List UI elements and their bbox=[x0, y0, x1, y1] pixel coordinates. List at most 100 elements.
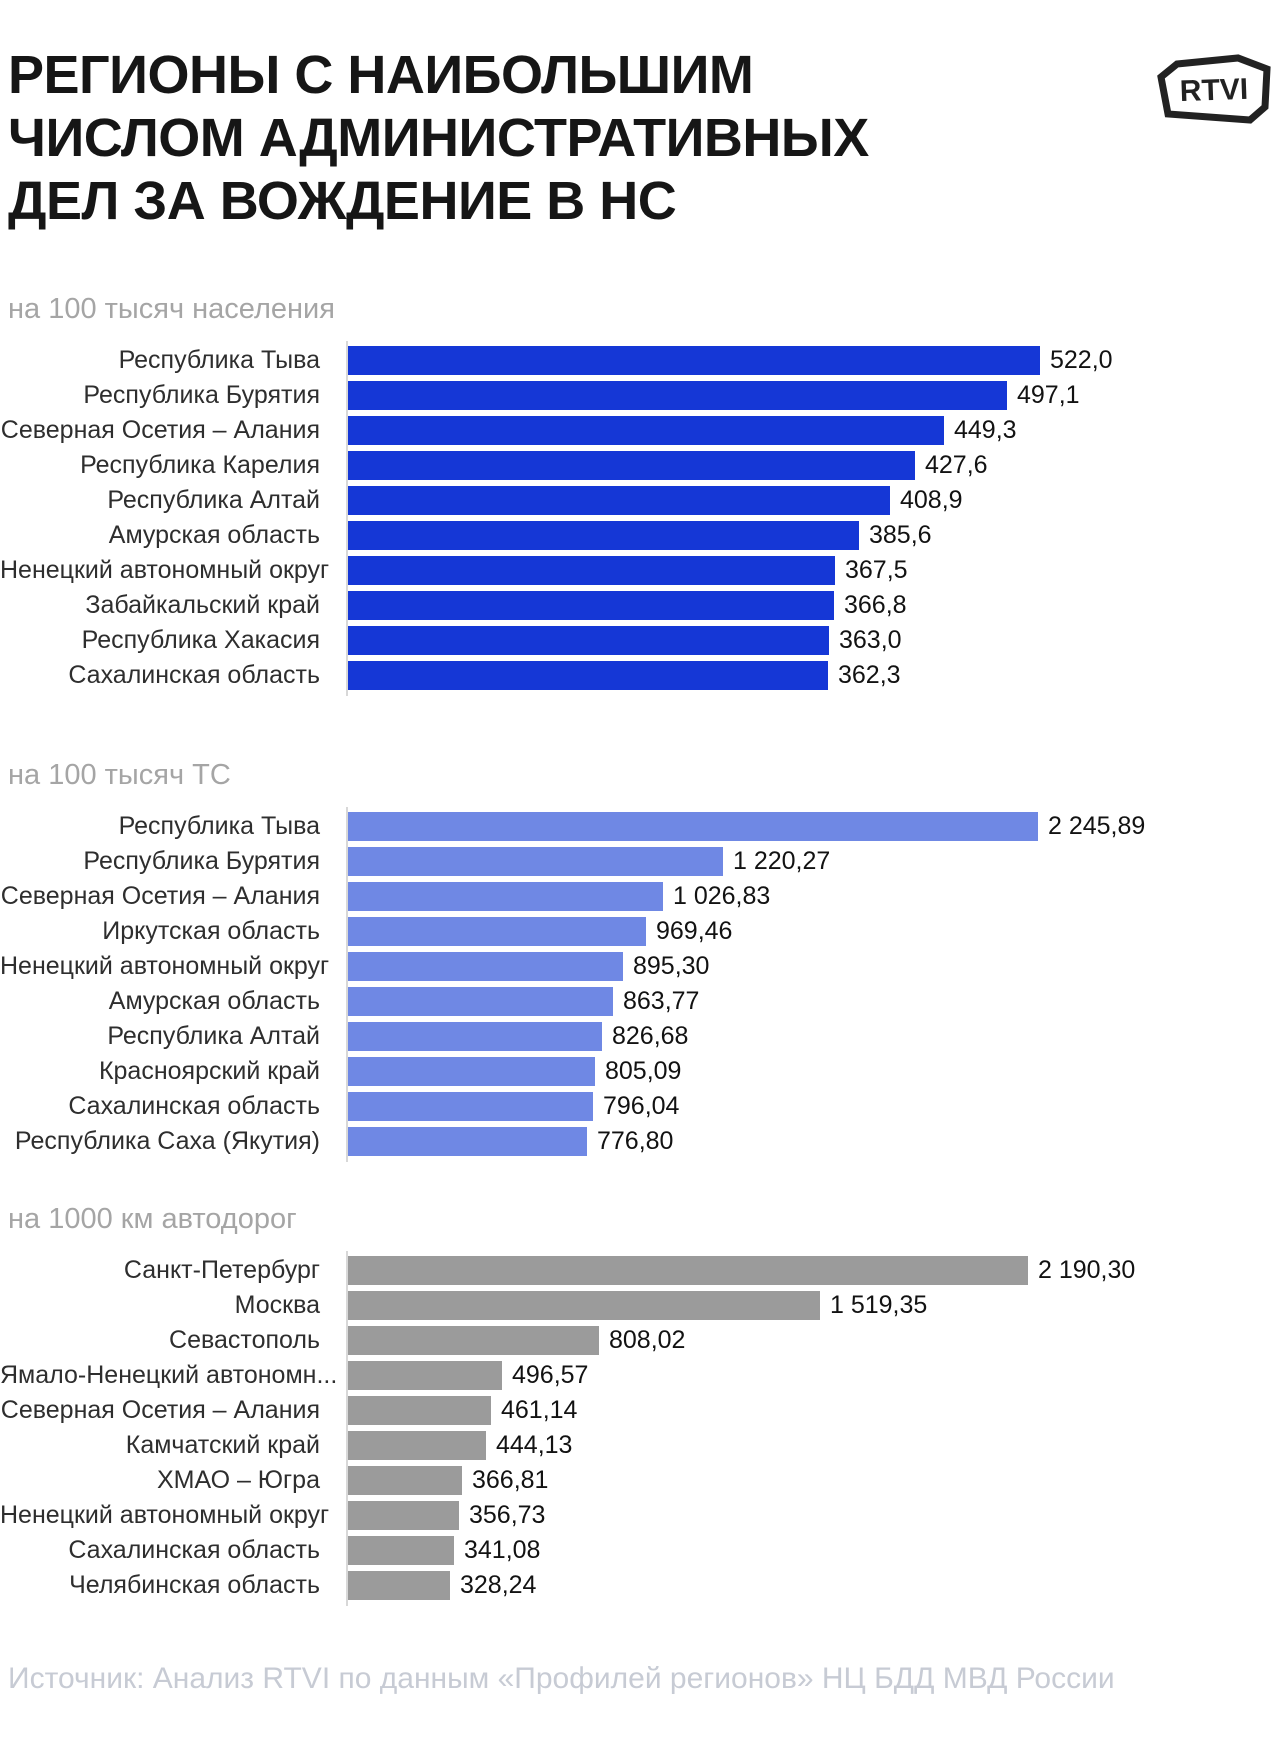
bar-row: Республика Алтай 408,9 bbox=[0, 485, 1280, 515]
bar-row: Иркутская область 969,46 bbox=[0, 916, 1280, 946]
bar-category-label: Республика Саха (Якутия) bbox=[14, 1126, 320, 1155]
bar-row: Сахалинская область 362,3 bbox=[0, 660, 1280, 690]
bar bbox=[348, 1021, 602, 1051]
bar-category-label: Ямало-Ненецкий автономн... bbox=[0, 1360, 338, 1389]
bar bbox=[348, 846, 723, 876]
bar-value-label: 366,8 bbox=[844, 590, 907, 619]
bar-row: Санкт-Петербург 2 190,30 bbox=[0, 1255, 1280, 1285]
bar-category-label: Амурская область bbox=[108, 986, 320, 1015]
bar bbox=[348, 485, 890, 515]
bar bbox=[348, 590, 834, 620]
bar-chart-per-100k-population: Республика Тыва 522,0 Республика Бурятия 49… bbox=[0, 340, 1280, 696]
bar-category-label: Северная Осетия – Алания bbox=[0, 881, 320, 910]
bar bbox=[348, 1465, 462, 1495]
bar-value-label: 341,08 bbox=[464, 1535, 541, 1564]
bar bbox=[348, 625, 829, 655]
axis-line bbox=[346, 340, 348, 696]
bar-area: 1 519,35 bbox=[348, 1290, 928, 1320]
rtvi-logo-icon: RTVI bbox=[1157, 54, 1271, 124]
bar-category-label: Забайкальский край bbox=[85, 590, 320, 619]
bar bbox=[348, 811, 1038, 841]
bar-category-label: Ненецкий автономный округ bbox=[0, 555, 330, 584]
bar-area: 362,3 bbox=[348, 660, 901, 690]
bar-area: 497,1 bbox=[348, 380, 1080, 410]
bar bbox=[348, 1535, 454, 1565]
bar-category-label: Камчатский край bbox=[125, 1430, 320, 1459]
bar bbox=[348, 1360, 502, 1390]
chart-section-per-100k-vehicles: на 100 тысяч ТС Республика Тыва 2 245,89 Р… bbox=[0, 758, 1280, 1162]
bar-row: Северная Осетия – Алания 449,3 bbox=[0, 415, 1280, 445]
bar-row: Амурская область 863,77 bbox=[0, 986, 1280, 1016]
bar bbox=[348, 916, 646, 946]
bar-category-label: Санкт-Петербург bbox=[123, 1255, 320, 1284]
bar-value-label: 497,1 bbox=[1017, 380, 1080, 409]
bar bbox=[348, 1255, 1028, 1285]
bar-category-label: Сахалинская область bbox=[68, 1091, 320, 1120]
bar-value-label: 496,57 bbox=[512, 1360, 589, 1389]
rtvi-logo: RTVI bbox=[1156, 54, 1272, 128]
section-label: на 100 тысяч ТС bbox=[8, 758, 231, 791]
bar bbox=[348, 881, 663, 911]
bar-value-label: 826,68 bbox=[612, 1021, 689, 1050]
bar-value-label: 805,09 bbox=[605, 1056, 682, 1085]
bar-value-label: 328,24 bbox=[460, 1570, 537, 1599]
bar-area: 427,6 bbox=[348, 450, 988, 480]
bar-category-label: Ненецкий автономный округ bbox=[0, 951, 330, 980]
section-label: на 100 тысяч населения bbox=[8, 292, 335, 325]
bar-value-label: 408,9 bbox=[900, 485, 963, 514]
bar-row: Ненецкий автономный округ 367,5 bbox=[0, 555, 1280, 585]
bar bbox=[348, 1325, 599, 1355]
bar-row: Северная Осетия – Алания 461,14 bbox=[0, 1395, 1280, 1425]
bar bbox=[348, 1570, 450, 1600]
bar-row: Республика Бурятия 497,1 bbox=[0, 380, 1280, 410]
bar-area: 863,77 bbox=[348, 986, 700, 1016]
bar-category-label: Челябинская область bbox=[69, 1570, 320, 1599]
bar-row: Забайкальский край 366,8 bbox=[0, 590, 1280, 620]
bar-row: Москва 1 519,35 bbox=[0, 1290, 1280, 1320]
bar-row: Сахалинская область 341,08 bbox=[0, 1535, 1280, 1565]
bar-area: 367,5 bbox=[348, 555, 908, 585]
bar-row: Республика Тыва 2 245,89 bbox=[0, 811, 1280, 841]
bar-chart-per-100k-vehicles: Республика Тыва 2 245,89 Республика Буряти… bbox=[0, 806, 1280, 1162]
bar-value-label: 1 026,83 bbox=[673, 881, 771, 910]
bar-area: 363,0 bbox=[348, 625, 902, 655]
bar-area: 341,08 bbox=[348, 1535, 541, 1565]
bar bbox=[348, 1126, 587, 1156]
bar-area: 461,14 bbox=[348, 1395, 577, 1425]
bar bbox=[348, 951, 623, 981]
bar-category-label: Москва bbox=[234, 1290, 320, 1319]
chart-section-per-1000km-roads: на 1000 км автодорог Санкт-Петербург 2 19… bbox=[0, 1202, 1280, 1606]
bar-value-label: 356,73 bbox=[469, 1500, 546, 1529]
bar-row: Челябинская область 328,24 bbox=[0, 1570, 1280, 1600]
bar-row: Ненецкий автономный округ 895,30 bbox=[0, 951, 1280, 981]
bar-category-label: Северная Осетия – Алания bbox=[0, 1395, 320, 1424]
bar-value-label: 363,0 bbox=[839, 625, 902, 654]
bar-area: 2 190,30 bbox=[348, 1255, 1135, 1285]
bar-value-label: 385,6 bbox=[869, 520, 932, 549]
bar-row: Республика Саха (Якутия) 776,80 bbox=[0, 1126, 1280, 1156]
bar-area: 2 245,89 bbox=[348, 811, 1145, 841]
bar-category-label: Красноярский край bbox=[98, 1056, 320, 1085]
bar-category-label: Республика Тыва bbox=[118, 811, 320, 840]
bar-area: 776,80 bbox=[348, 1126, 673, 1156]
bar bbox=[348, 1430, 486, 1460]
bar-value-label: 444,13 bbox=[496, 1430, 573, 1459]
bar-row: Республика Карелия 427,6 bbox=[0, 450, 1280, 480]
bar-value-label: 863,77 bbox=[623, 986, 700, 1015]
bar bbox=[348, 660, 828, 690]
bar bbox=[348, 1500, 459, 1530]
bar-row: Республика Алтай 826,68 bbox=[0, 1021, 1280, 1051]
bar bbox=[348, 1290, 820, 1320]
bar-category-label: Северная Осетия – Алания bbox=[0, 415, 320, 444]
bar-row: Амурская область 385,6 bbox=[0, 520, 1280, 550]
bar-value-label: 1 519,35 bbox=[830, 1290, 928, 1319]
bar-row: ХМАО – Югра 366,81 bbox=[0, 1465, 1280, 1495]
bar-row: Республика Хакасия 363,0 bbox=[0, 625, 1280, 655]
bar-category-label: Республика Алтай bbox=[107, 1021, 320, 1050]
page-title-line-3: ДЕЛ ЗА ВОЖДЕНИЕ В НС bbox=[8, 171, 677, 232]
bar-value-label: 449,3 bbox=[954, 415, 1017, 444]
bar-row: Ненецкий автономный округ 356,73 bbox=[0, 1500, 1280, 1530]
bar-row: Камчатский край 444,13 bbox=[0, 1430, 1280, 1460]
bar-area: 805,09 bbox=[348, 1056, 682, 1086]
bar-area: 366,8 bbox=[348, 590, 907, 620]
